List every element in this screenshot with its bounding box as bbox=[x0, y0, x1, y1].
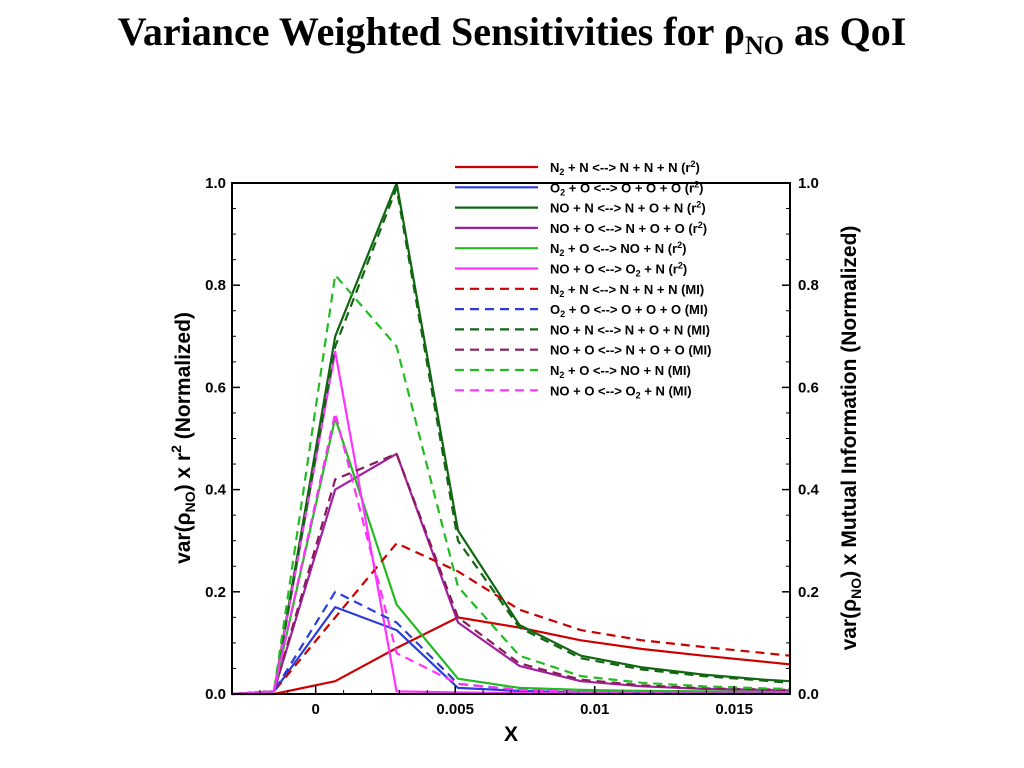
legend-label-7: N2 + N <--> N + N + N (MI) bbox=[550, 282, 704, 299]
series-line-2 bbox=[231, 605, 790, 696]
legend-label-10: NO + O <--> N + O + O (MI) bbox=[550, 343, 711, 358]
series-line-7 bbox=[231, 542, 791, 696]
y-tick-label-left: 0.6 bbox=[205, 379, 226, 396]
y-tick-label-right: 0.2 bbox=[798, 584, 819, 601]
y-tick-label-right: 0.4 bbox=[798, 482, 820, 499]
series-line-10 bbox=[231, 452, 791, 696]
y-tick-label-right: 0.6 bbox=[798, 379, 819, 396]
title-subscript: NO bbox=[745, 31, 785, 60]
y-tick-label-left: 0.4 bbox=[205, 482, 227, 499]
y-tick-label-left: 0.2 bbox=[205, 584, 226, 601]
legend-label-11: N2 + O <--> NO + N (MI) bbox=[550, 363, 691, 380]
y-tick-label-left: 0.8 bbox=[205, 277, 226, 294]
title-suffix: as QoI bbox=[784, 9, 907, 54]
series-line-8 bbox=[231, 590, 790, 696]
title-prefix: Variance Weighted Sensitivities for ρ bbox=[117, 9, 746, 54]
legend-label-9: NO + N <--> N + O + N (MI) bbox=[550, 322, 710, 337]
series-line-1 bbox=[232, 616, 791, 696]
legend-label-2: O2 + O <--> O + O + O (r2) bbox=[550, 179, 703, 197]
legend: N2 + N <--> N + N + N (r2) O2 + O <--> O … bbox=[455, 159, 711, 400]
legend-label-3: NO + N <--> N + O + N (r2) bbox=[550, 200, 706, 216]
slide-title: Variance Weighted Sensitivities for ρNO … bbox=[0, 8, 1024, 61]
legend-label-1: N2 + N <--> N + N + N (r2) bbox=[550, 159, 700, 177]
x-axis-label: X bbox=[504, 723, 518, 746]
series-line-11 bbox=[231, 273, 791, 696]
legend-label-12: NO + O <--> O2 + N (MI) bbox=[550, 383, 692, 400]
x-tick-label: 0.015 bbox=[715, 701, 753, 718]
y-axis-label-left: var(ρNO) x r2 (Normalized) bbox=[168, 312, 198, 564]
series-layer bbox=[231, 181, 791, 696]
y-tick-label-right: 0.8 bbox=[798, 277, 819, 294]
x-tick-label: 0.01 bbox=[580, 701, 609, 718]
y-tick-label-left: 0.0 bbox=[205, 686, 226, 703]
series-line-12 bbox=[231, 411, 790, 696]
legend-label-6: NO + O <--> O2 + N (r2) bbox=[550, 261, 687, 279]
legend-label-8: O2 + O <--> O + O + O (MI) bbox=[550, 302, 708, 319]
y-axis-ticks: 0.0 0.0 0.2 0.2 0.4 0.4 0.6 0.6 0.8 0.8 1.0 1.0 bbox=[205, 175, 819, 703]
y-tick-label-right: 1.0 bbox=[798, 175, 819, 192]
y-tick-label-right: 0.0 bbox=[798, 686, 819, 703]
y-tick-label-left: 1.0 bbox=[205, 175, 226, 192]
legend-label-5: N2 + O <--> NO + N (r2) bbox=[550, 240, 686, 258]
y-axis-label-right: var(ρNO) x Mutual Information (Normalize… bbox=[838, 226, 864, 651]
series-line-9 bbox=[231, 187, 791, 696]
x-tick-label: 0 bbox=[312, 701, 320, 718]
series-line-3 bbox=[231, 181, 791, 696]
legend-label-4: NO + O <--> N + O + O (r2) bbox=[550, 220, 707, 236]
x-tick-label: 0.005 bbox=[436, 701, 474, 718]
x-axis-ticks: 0 0.005 0.01 0.015 bbox=[259, 686, 763, 718]
